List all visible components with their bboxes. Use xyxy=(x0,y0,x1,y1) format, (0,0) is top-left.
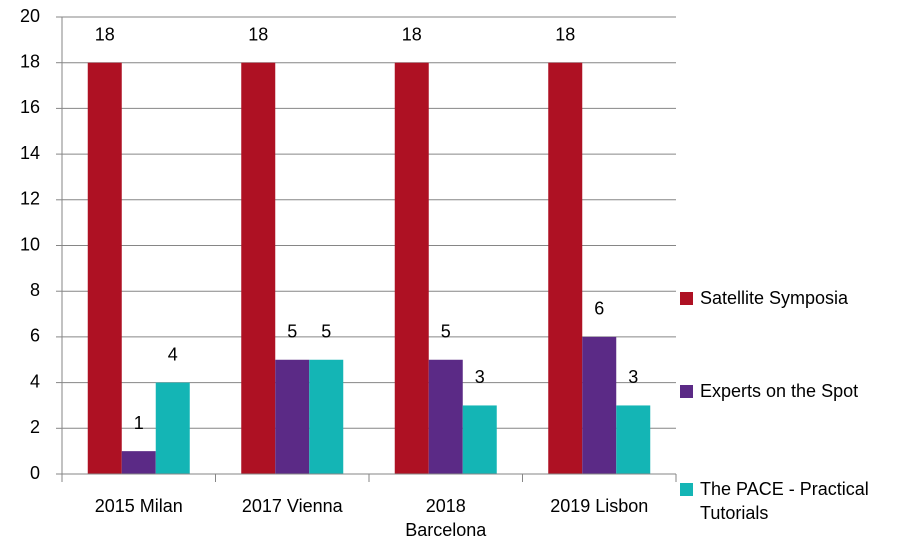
y-tick-label: 12 xyxy=(20,189,40,209)
data-label: 18 xyxy=(248,24,268,44)
legend-swatch xyxy=(680,292,693,305)
bar xyxy=(428,359,463,474)
y-tick-label: 18 xyxy=(20,51,40,71)
data-label: 6 xyxy=(594,299,604,319)
bar xyxy=(462,405,497,474)
bar xyxy=(394,62,429,474)
data-label: 5 xyxy=(321,322,331,342)
y-tick-label: 0 xyxy=(30,463,40,483)
data-label: 4 xyxy=(168,344,178,364)
bar xyxy=(309,359,344,474)
bar xyxy=(155,382,190,474)
data-label: 3 xyxy=(475,367,485,387)
y-tick-label: 6 xyxy=(30,326,40,346)
data-label: 5 xyxy=(287,322,297,342)
x-tick-label: 2019 Lisbon xyxy=(550,496,649,516)
y-tick-label: 10 xyxy=(20,234,40,254)
data-label: 18 xyxy=(555,24,575,44)
data-label: 1 xyxy=(134,413,144,433)
data-label: 18 xyxy=(95,24,115,44)
bar xyxy=(275,359,310,474)
y-tick-label: 8 xyxy=(30,280,40,300)
y-tick-label: 14 xyxy=(20,143,40,163)
legend-label: Satellite Symposia xyxy=(700,288,849,308)
data-label: 5 xyxy=(441,322,451,342)
legend-swatch xyxy=(680,385,693,398)
legend-label: Experts on the Spot xyxy=(700,381,859,401)
y-tick-label: 4 xyxy=(30,371,40,391)
y-tick-label: 20 xyxy=(20,6,40,26)
bar xyxy=(616,405,651,474)
bar xyxy=(87,62,122,474)
x-tick-label: 2018 Barcelona xyxy=(405,496,487,540)
y-tick-label: 16 xyxy=(20,97,40,117)
bar xyxy=(548,62,583,474)
bar xyxy=(582,336,617,474)
x-tick-label: 2017 Vienna xyxy=(241,496,343,516)
bar xyxy=(241,62,276,474)
data-label: 18 xyxy=(402,24,422,44)
legend-label: The PACE - Practical Tutorials xyxy=(700,479,869,523)
y-tick-label: 2 xyxy=(30,417,40,437)
x-tick-label: 2015 Milan xyxy=(94,496,183,516)
data-label: 3 xyxy=(628,367,638,387)
legend-swatch xyxy=(680,483,693,496)
bar xyxy=(121,451,156,474)
